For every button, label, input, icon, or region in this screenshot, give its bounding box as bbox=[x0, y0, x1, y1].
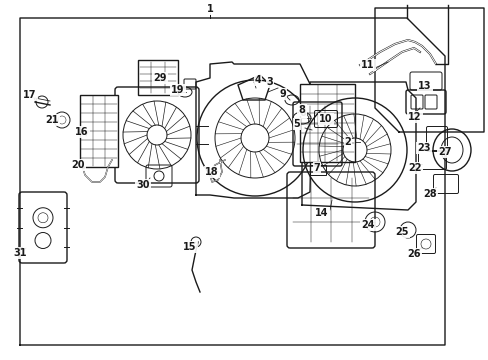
Text: 3: 3 bbox=[266, 77, 273, 87]
Text: 4: 4 bbox=[254, 75, 261, 85]
Bar bbox=[299, 84, 354, 162]
Text: 30: 30 bbox=[136, 180, 149, 190]
Text: 15: 15 bbox=[183, 242, 196, 252]
Text: 6: 6 bbox=[299, 108, 306, 118]
Text: 18: 18 bbox=[205, 167, 218, 177]
Text: 31: 31 bbox=[13, 248, 27, 258]
Text: 26: 26 bbox=[407, 249, 420, 259]
Text: 14: 14 bbox=[315, 208, 328, 218]
Text: 17: 17 bbox=[23, 90, 37, 100]
Text: 25: 25 bbox=[394, 227, 408, 237]
Text: 13: 13 bbox=[417, 81, 431, 91]
Text: 24: 24 bbox=[361, 220, 374, 230]
Text: 9: 9 bbox=[279, 89, 286, 99]
Text: 27: 27 bbox=[437, 147, 451, 157]
Text: 12: 12 bbox=[407, 112, 421, 122]
Text: 11: 11 bbox=[361, 60, 374, 70]
Text: 8: 8 bbox=[298, 105, 305, 115]
Text: 19: 19 bbox=[171, 85, 184, 95]
Text: 16: 16 bbox=[75, 127, 88, 137]
Text: 23: 23 bbox=[416, 143, 430, 153]
Text: 21: 21 bbox=[45, 115, 59, 125]
Text: 29: 29 bbox=[153, 73, 166, 83]
Text: 1: 1 bbox=[206, 4, 213, 14]
Bar bbox=[80, 95, 118, 167]
Text: 5: 5 bbox=[293, 119, 300, 129]
Text: 2: 2 bbox=[344, 137, 351, 147]
Text: 28: 28 bbox=[422, 189, 436, 199]
Text: 7: 7 bbox=[313, 163, 320, 173]
Text: 10: 10 bbox=[319, 114, 332, 124]
Text: 22: 22 bbox=[407, 163, 421, 173]
Text: 20: 20 bbox=[71, 160, 84, 170]
